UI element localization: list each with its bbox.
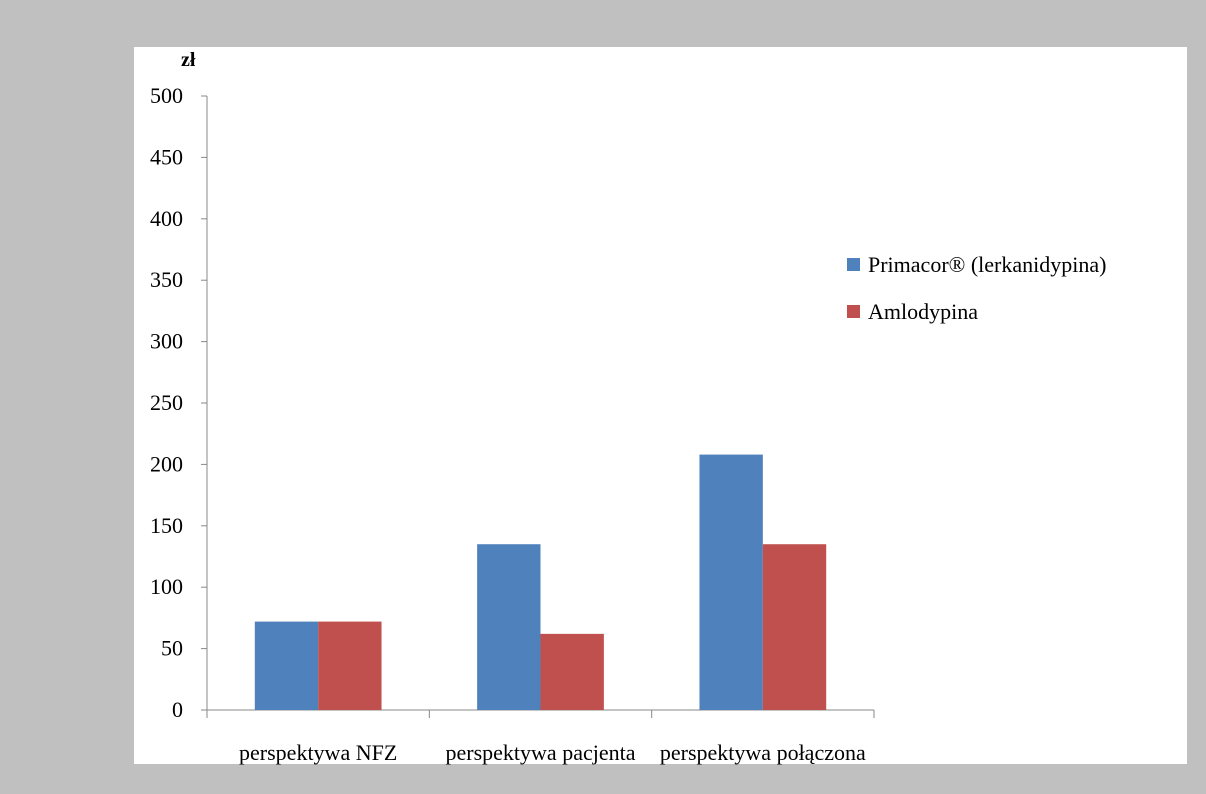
- y-tick-label: 100: [150, 574, 183, 599]
- legend-swatch: [847, 305, 860, 318]
- x-category-label: perspektywa pacjenta: [446, 740, 636, 765]
- x-category-label: perspektywa NFZ: [239, 740, 397, 765]
- y-tick-label: 0: [172, 697, 183, 722]
- bar-amlodypina: [318, 621, 382, 710]
- y-tick-label: 50: [161, 636, 183, 661]
- y-tick-label: 150: [150, 513, 183, 538]
- bar-primacor: [477, 544, 541, 710]
- y-unit-label: zł: [181, 49, 196, 71]
- axes: 0 50 100 150 200 250 300 350 400 450 500 perspektyw…: [150, 83, 875, 765]
- y-tick-label: 250: [150, 390, 183, 415]
- legend-swatch: [847, 258, 860, 271]
- y-tick-label: 450: [150, 144, 183, 169]
- x-category-label: perspektywa połączona: [660, 740, 866, 765]
- bars: [254, 454, 827, 710]
- legend: Primacor® (lerkanidypina) Amlodypina: [847, 252, 1106, 324]
- y-tick-label: 350: [150, 267, 183, 292]
- legend-label: Primacor® (lerkanidypina): [868, 252, 1106, 277]
- bar-amlodypina: [762, 544, 827, 710]
- legend-label: Amlodypina: [868, 299, 978, 324]
- y-tick-label: 300: [150, 329, 183, 354]
- y-tick-label: 500: [150, 83, 183, 108]
- y-tick-label: 200: [150, 451, 183, 476]
- y-tick-label: 400: [150, 206, 183, 231]
- bar-primacor: [699, 454, 763, 710]
- bar-primacor: [254, 621, 319, 710]
- bar-amlodypina: [540, 633, 604, 710]
